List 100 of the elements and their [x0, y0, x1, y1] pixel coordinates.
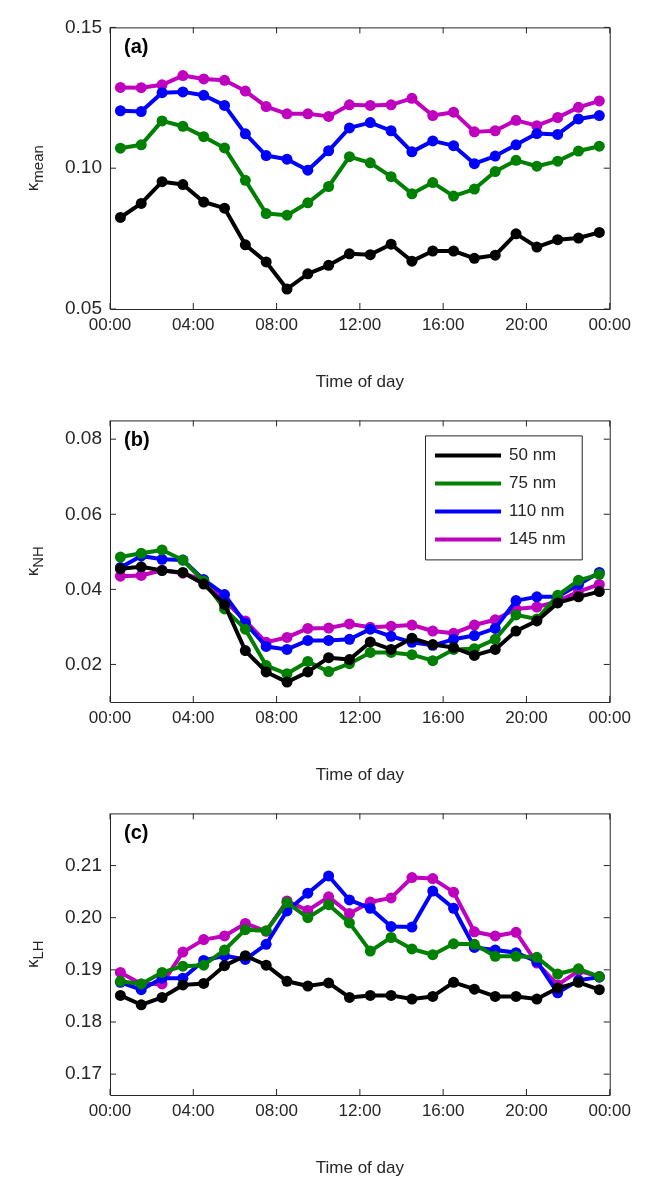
point	[552, 155, 564, 167]
point	[427, 885, 439, 897]
point	[323, 652, 335, 664]
point	[281, 283, 293, 295]
point	[343, 917, 355, 929]
point	[302, 108, 314, 120]
point	[260, 938, 272, 950]
point	[468, 252, 480, 264]
x-tick-label: 16:00	[421, 314, 465, 334]
point	[364, 249, 376, 261]
point	[219, 960, 231, 972]
point	[198, 131, 210, 143]
y-tick-label: 0.18	[65, 1010, 102, 1032]
point	[177, 70, 189, 82]
point	[281, 975, 293, 987]
x-tick-label: 16:00	[421, 707, 465, 727]
x-axis-title: Time of day	[315, 765, 405, 785]
point	[239, 239, 251, 251]
point	[468, 183, 480, 195]
point	[385, 125, 397, 137]
point	[323, 634, 335, 646]
point	[385, 238, 397, 250]
point	[448, 976, 460, 988]
point	[489, 643, 501, 655]
point	[510, 595, 522, 607]
point	[489, 249, 501, 261]
point	[135, 561, 147, 573]
point	[135, 999, 147, 1011]
point	[323, 899, 335, 911]
point	[427, 625, 439, 637]
point	[448, 245, 460, 257]
point	[468, 158, 480, 170]
point	[406, 993, 418, 1005]
x-tick-label: 04:00	[172, 1100, 215, 1120]
point	[260, 666, 272, 678]
point	[198, 977, 210, 989]
point	[406, 619, 418, 631]
point	[114, 966, 126, 978]
point	[156, 991, 168, 1003]
y-axis-title: κLH	[23, 940, 46, 969]
point	[468, 619, 480, 631]
point	[552, 128, 564, 140]
point	[385, 620, 397, 632]
x-tick-label: 00:00	[588, 314, 631, 334]
point	[510, 990, 522, 1002]
point	[302, 980, 314, 992]
point	[593, 95, 605, 107]
legend-label: 110 nm	[509, 501, 565, 521]
point	[573, 574, 584, 586]
point	[552, 968, 564, 980]
point	[343, 248, 355, 260]
point	[323, 259, 335, 271]
point	[156, 553, 168, 565]
point	[156, 87, 168, 99]
y-tick-label: 0.04	[65, 577, 103, 599]
point	[156, 544, 168, 556]
x-tick-label: 12:00	[338, 1100, 382, 1120]
point	[281, 209, 293, 221]
point	[302, 268, 314, 280]
point	[510, 609, 522, 621]
point	[468, 126, 480, 138]
point	[531, 591, 543, 603]
point	[573, 101, 584, 113]
point	[323, 977, 335, 989]
annotation: (b)	[124, 427, 150, 450]
point	[531, 241, 543, 253]
annotation: (c)	[124, 820, 149, 843]
point	[531, 128, 543, 140]
x-tick-label: 20:00	[505, 707, 548, 727]
point	[468, 630, 480, 642]
point	[427, 949, 439, 961]
point	[281, 153, 293, 165]
point	[260, 208, 272, 220]
point	[364, 636, 376, 648]
point	[219, 589, 231, 601]
legend-label: 50 nm	[509, 445, 557, 465]
point	[427, 655, 439, 667]
point	[364, 157, 376, 169]
point	[489, 166, 501, 178]
point	[427, 177, 439, 189]
y-tick-label: 0.21	[65, 853, 102, 875]
point	[406, 146, 418, 158]
point	[198, 959, 210, 971]
point	[573, 113, 584, 125]
point	[427, 245, 439, 257]
point	[260, 256, 272, 268]
point	[489, 622, 501, 634]
point	[135, 106, 147, 118]
point	[573, 232, 584, 244]
point	[510, 154, 522, 166]
point	[468, 926, 480, 938]
point	[114, 211, 126, 223]
point	[448, 190, 460, 202]
point	[427, 110, 439, 122]
point	[406, 943, 418, 955]
annotation: (a)	[124, 34, 149, 57]
point	[364, 945, 376, 957]
point	[260, 959, 272, 971]
point	[239, 645, 251, 657]
point	[219, 930, 231, 942]
